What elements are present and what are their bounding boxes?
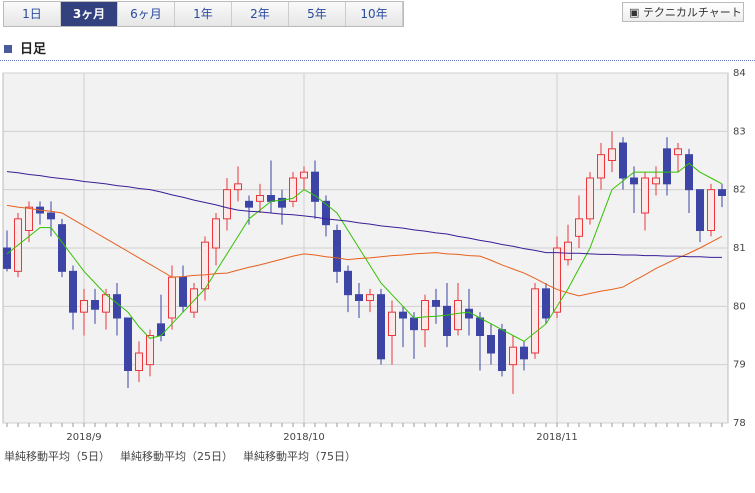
candle-body — [443, 305, 451, 337]
candle-body — [685, 154, 693, 191]
candle-body — [630, 177, 638, 185]
candle-body — [410, 317, 418, 331]
candle-body — [223, 189, 231, 220]
candle-body — [69, 270, 77, 313]
candle-body — [509, 346, 517, 366]
candle-body — [707, 189, 715, 232]
candle-body — [663, 148, 671, 185]
candle-body — [553, 247, 561, 313]
candle-body — [531, 288, 539, 354]
tab[interactable]: 10年 — [346, 2, 403, 26]
candle-body — [47, 212, 55, 220]
candle-body — [300, 171, 308, 179]
y-tick-label: 80 — [733, 301, 746, 312]
candle-body — [146, 335, 154, 366]
candle-body — [597, 154, 605, 179]
candle-body — [674, 148, 682, 156]
tab[interactable]: 2年 — [232, 2, 289, 26]
candle-body — [311, 171, 319, 202]
x-tick-label: 2018/9 — [66, 432, 101, 443]
candle-body — [652, 177, 660, 185]
legend-label: 単純移動平均（25日） — [120, 449, 233, 463]
candle-body — [256, 195, 264, 202]
candle-body — [289, 177, 297, 202]
candle-body — [432, 300, 440, 307]
candle-body — [234, 183, 242, 191]
y-tick-label: 83 — [733, 126, 746, 137]
candle-body — [718, 189, 726, 197]
y-tick-label: 78 — [733, 418, 746, 429]
divider — [0, 60, 755, 61]
y-tick-label: 79 — [733, 360, 746, 371]
y-tick-label: 82 — [733, 185, 746, 196]
legend-label: 単純移動平均（75日） — [243, 449, 356, 463]
candle-body — [113, 294, 121, 319]
moving-average-line — [6, 162, 723, 342]
candle-body — [454, 300, 462, 331]
section-title: 日足 — [4, 38, 46, 57]
candle-body — [608, 148, 616, 161]
candle-body — [80, 300, 88, 313]
x-tick-label: 2018/11 — [536, 432, 578, 443]
tab[interactable]: 1年 — [175, 2, 232, 26]
candle-body — [399, 311, 407, 319]
candle-body — [25, 206, 33, 232]
candle-body — [212, 218, 220, 249]
candle-body — [322, 200, 330, 226]
candle-body — [157, 323, 165, 337]
candle-body — [421, 300, 429, 331]
candle-body — [333, 230, 341, 272]
candle-body — [3, 247, 11, 269]
tab[interactable]: 3ヶ月 — [61, 2, 118, 26]
candle-body — [355, 294, 363, 301]
candle-body — [58, 224, 66, 272]
candle-body — [696, 189, 704, 232]
candle-body — [168, 276, 176, 319]
candle-body — [124, 317, 132, 371]
tab[interactable]: 5年 — [289, 2, 346, 26]
button-label[interactable]: テクニカルチャート — [642, 6, 742, 19]
candle-body — [102, 294, 110, 313]
candle-body — [586, 177, 594, 220]
y-tick-label: 84 — [733, 68, 746, 79]
tab[interactable]: 1日 — [4, 2, 61, 26]
candle-body — [366, 294, 374, 301]
candle-body — [641, 177, 649, 214]
candle-body — [245, 200, 253, 208]
moving-average-line — [6, 171, 722, 258]
moving-average-line — [6, 204, 723, 297]
candle-body — [487, 335, 495, 354]
legend-label: 単純移動平均（5日） — [4, 449, 110, 463]
candle-body — [520, 346, 528, 360]
candle-body — [498, 329, 506, 371]
candle-body — [377, 294, 385, 360]
candle-body — [135, 352, 143, 371]
tabs: 1日 3ヶ月 6ヶ月 1年 2年 5年 10年 — [3, 1, 404, 27]
candle-body — [388, 311, 396, 336]
candle-body — [619, 142, 627, 179]
candle-body — [344, 270, 352, 296]
candle-body — [267, 195, 275, 202]
candle-body — [179, 276, 187, 307]
section-title-text: 日足 — [20, 42, 47, 57]
candle-body — [278, 197, 286, 208]
tab[interactable]: 6ヶ月 — [118, 2, 175, 26]
candle-body — [91, 300, 99, 310]
candle-body — [564, 241, 572, 261]
y-tick-label: 81 — [733, 243, 746, 254]
candle-body — [476, 317, 484, 336]
x-tick-label: 2018/10 — [283, 432, 325, 443]
candle-body — [542, 288, 550, 319]
candle-body — [201, 241, 209, 290]
technical-chart-button[interactable]: ▣ テクニカルチャート — [622, 2, 744, 22]
candle-body — [575, 218, 583, 237]
